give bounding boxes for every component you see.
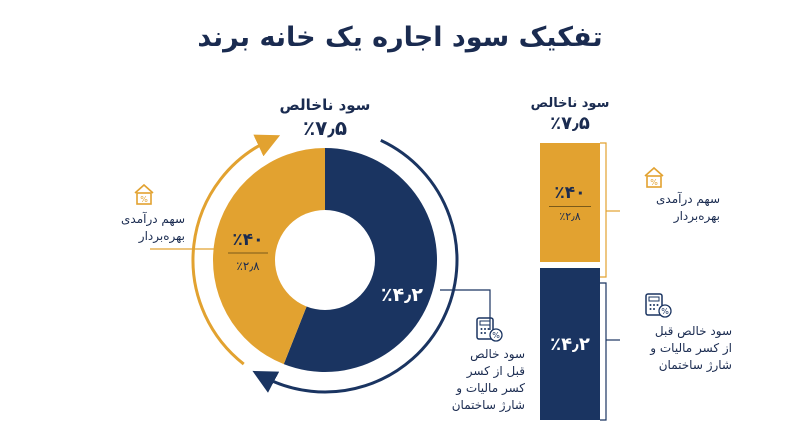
stacked-bar: ٪۴۰ ٪۲٫۸ ٪۴٫۲	[540, 143, 600, 420]
donut-gold-callout-line-1: سهم درآمدی	[121, 212, 185, 226]
outer-arc-navy	[252, 139, 459, 394]
bar-navy-label: ٪۴٫۲	[550, 333, 590, 355]
svg-text:%: %	[661, 307, 669, 316]
bar-navy-bracket	[600, 282, 607, 421]
bar-gold-callout: سهم درآمدی بهره‌بردار	[620, 191, 720, 225]
donut-gold-label: ٪۴۰	[232, 230, 263, 250]
bar-gold-callout-line-2: بهره‌بردار	[673, 209, 720, 223]
bar-navy-callout-line-2: از کسر مالیات و	[650, 341, 732, 355]
bar-total-value: ٪۷٫۵	[550, 113, 590, 134]
donut-navy-callout-line-4: شارژ ساختمان	[451, 398, 525, 412]
donut-gold-callout: سهم درآمدی بهره‌بردار	[60, 211, 185, 245]
donut-navy-label: ٪۴٫۲	[381, 284, 423, 306]
house-percent-icon: %	[644, 166, 664, 188]
donut-gold-callout-line-2: بهره‌بردار	[138, 229, 185, 243]
house-percent-icon: %	[134, 183, 154, 205]
calculator-percent-icon: %	[645, 293, 672, 318]
donut-navy-callout-line-3: کسر مالیات و	[456, 381, 525, 395]
bar-navy-callout-line-3: شارژ ساختمان	[658, 358, 732, 372]
donut-slice-gold	[213, 148, 325, 365]
svg-text:%: %	[650, 178, 658, 187]
donut-total-label: سود ناخالص	[279, 96, 371, 114]
svg-text:%: %	[140, 195, 148, 204]
page-title: تفکیک سود اجاره یک خانه برند	[197, 22, 603, 53]
bar-gold-callout-line-1: سهم درآمدی	[656, 192, 720, 206]
bar-total-label: سود ناخالص	[530, 96, 610, 111]
bar-gold-bracket	[600, 142, 607, 278]
donut-navy-callout-line-1: سود خالص	[470, 347, 525, 361]
bar-navy-callout-line-1: سود خالص قبل	[654, 324, 732, 338]
donut-gold-sublabel: ٪۲٫۸	[236, 259, 260, 273]
bar-gold-label: ٪۴۰	[554, 182, 586, 203]
donut-navy-callout: سود خالص قبل از کسر کسر مالیات و شارژ سا…	[400, 346, 525, 414]
outer-arc-gold	[191, 134, 281, 366]
donut-hole	[275, 210, 375, 310]
bar-segment-gold: ٪۴۰ ٪۲٫۸	[540, 143, 600, 263]
donut-total-value: ٪۷٫۵	[302, 116, 348, 140]
donut-navy-callout-line	[440, 289, 491, 330]
bar-navy-callout: سود خالص قبل از کسر مالیات و شارژ ساختما…	[620, 323, 732, 374]
bar-gold-sublabel: ٪۲٫۸	[559, 209, 581, 223]
bar-gold-divider	[549, 205, 591, 207]
svg-text:%: %	[492, 331, 500, 340]
bar-segment-navy: ٪۴٫۲	[540, 268, 600, 420]
donut-navy-callout-line-2: قبل از کسر	[466, 364, 525, 378]
calculator-percent-icon: %	[476, 317, 503, 342]
